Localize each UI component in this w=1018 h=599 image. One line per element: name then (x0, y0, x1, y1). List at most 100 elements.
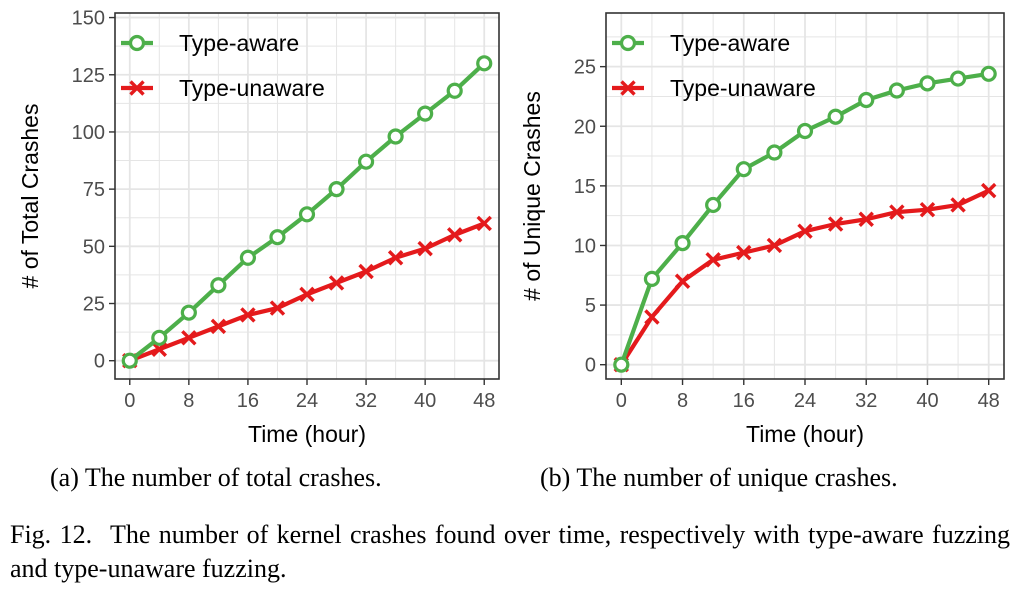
y-tick-label: 25 (83, 294, 105, 316)
x-tick-label: 16 (733, 390, 755, 412)
y-tick-label: 20 (574, 116, 596, 138)
y-axis-label: # of Unique Crashes (519, 91, 545, 301)
y-tick-label: 25 (574, 57, 596, 79)
data-point-circle (151, 329, 168, 346)
data-point-circle (980, 65, 997, 82)
data-point-x (151, 341, 168, 357)
data-point-circle (735, 161, 752, 178)
data-point-x (766, 237, 783, 254)
series-type-aware (121, 55, 493, 369)
data-point-circle (328, 181, 345, 198)
data-point-circle (476, 55, 493, 72)
data-point-circle (446, 82, 463, 99)
x-tick-label: 0 (616, 390, 627, 412)
data-point-circle (674, 234, 691, 252)
legend-marker (620, 80, 636, 96)
y-tick-label: 0 (94, 351, 105, 373)
x-axis-label: Time (hour) (746, 421, 864, 447)
y-tick-label: 100 (72, 122, 105, 144)
y-tick-label: 50 (83, 236, 105, 258)
data-point-circle (858, 91, 875, 109)
data-point-circle (180, 304, 197, 321)
data-point-circle (417, 105, 434, 122)
data-point-x (417, 240, 433, 257)
x-tick-label: 40 (414, 390, 436, 412)
data-point-x (240, 307, 256, 323)
series-type-aware (613, 65, 997, 373)
data-point-x (269, 300, 286, 316)
legend: Type-aware Type-unaware (121, 30, 325, 101)
data-point-x (446, 227, 463, 243)
subcaption-a: (a) The number of total crashes. (50, 463, 382, 492)
y-tick-label: 150 (72, 8, 105, 30)
x-tick-label: 24 (296, 390, 318, 412)
data-point-x (387, 250, 404, 266)
data-point-x (210, 318, 227, 335)
data-point-circle (387, 128, 404, 145)
x-tick-label: 8 (677, 390, 688, 412)
data-point-x (919, 202, 936, 218)
data-point-x (736, 244, 752, 261)
legend-label: Type-aware (670, 30, 790, 56)
y-tick-label: 5 (585, 295, 596, 317)
data-point-x (705, 252, 721, 268)
data-point-x (644, 309, 660, 325)
figure-label: Fig. 12. (10, 520, 93, 549)
y-tick-label: 0 (585, 355, 596, 377)
data-point-circle (613, 356, 630, 373)
y-tick-label: 75 (83, 179, 105, 201)
data-point-x (358, 263, 374, 280)
data-point-circle (705, 196, 722, 214)
chart-panel-b: 0 5 10 15 20 25 0 8 16 24 32 40 48 Time (hour) # of Un… (519, 12, 1005, 447)
x-tick-label: 48 (473, 390, 495, 412)
y-tick-label: 10 (574, 235, 596, 257)
data-point-circle (949, 70, 967, 87)
data-point-circle (643, 270, 661, 287)
data-point-x (858, 211, 874, 227)
data-point-circle (298, 206, 316, 223)
series-type-unaware (122, 215, 492, 369)
data-point-circle (269, 229, 286, 246)
legend-label: Type-unaware (670, 75, 816, 101)
x-tick-label: 24 (794, 390, 816, 412)
series-type-unaware (613, 182, 997, 373)
data-point-x (950, 197, 966, 213)
gridlines (115, 13, 499, 379)
data-point-x (797, 223, 813, 239)
gridlines (606, 13, 1004, 379)
x-tick-label: 48 (978, 390, 1000, 412)
data-point-x (674, 273, 691, 289)
data-point-circle (888, 82, 905, 99)
data-point-x (827, 216, 844, 232)
data-point-circle (210, 277, 227, 294)
x-tick-label: 8 (183, 390, 194, 412)
x-tick-label: 32 (355, 390, 377, 412)
y-tick-label: 125 (72, 65, 105, 87)
subcaption-b: (b) The number of unique crashes. (540, 463, 898, 492)
data-point-circle (766, 144, 783, 161)
data-point-circle (919, 75, 936, 92)
data-point-circle (796, 122, 814, 140)
y-axis-label: # of Total Crashes (17, 104, 43, 289)
legend-label: Type-unaware (179, 75, 325, 101)
x-tick-label: 32 (855, 390, 877, 412)
figure-caption-text: The number of kernel crashes found over … (10, 520, 1011, 583)
y-tick-label: 15 (574, 176, 596, 198)
data-point-circle (827, 108, 844, 125)
data-point-circle (121, 352, 138, 369)
x-axis-label: Time (hour) (248, 421, 366, 447)
x-tick-label: 16 (237, 390, 259, 412)
legend-marker (619, 34, 637, 52)
data-point-x (299, 286, 315, 303)
data-point-circle (239, 249, 257, 266)
legend-marker (129, 80, 145, 96)
data-point-x (889, 204, 905, 220)
data-point-x (181, 330, 197, 346)
data-point-x (476, 215, 492, 232)
chart-panel-a: 0 25 50 75 100 125 150 0 8 16 24 32 40 48 Time (hour) #… (17, 8, 500, 447)
data-point-x (328, 275, 345, 291)
figure-caption: Fig. 12. The number of kernel crashes fo… (10, 518, 1010, 586)
data-point-x (980, 182, 997, 199)
legend-label: Type-aware (179, 30, 299, 56)
